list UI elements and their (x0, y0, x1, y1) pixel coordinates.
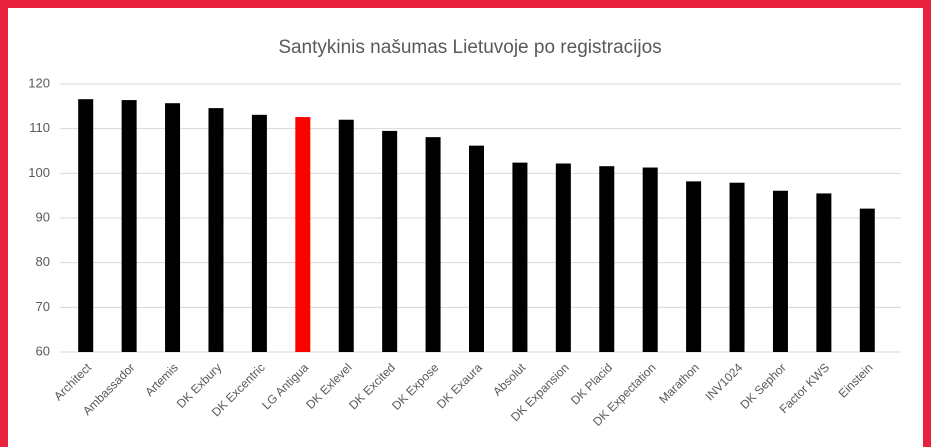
y-tick-label: 120 (28, 75, 50, 90)
bar (686, 181, 702, 352)
bar (859, 208, 875, 352)
y-tick-label: 80 (36, 254, 50, 269)
bar (251, 114, 267, 352)
chart-title: Santykinis našumas Lietuvoje po registra… (278, 37, 661, 58)
bar (555, 163, 571, 352)
bar (208, 108, 224, 353)
bar (772, 190, 788, 352)
bar (816, 193, 832, 352)
bar (78, 99, 94, 352)
bar (338, 119, 354, 352)
y-tick-label: 110 (29, 120, 50, 135)
bar (729, 182, 745, 352)
y-tick-label: 100 (28, 165, 50, 180)
bar (642, 167, 658, 352)
y-tick-label: 70 (36, 299, 50, 314)
y-tick-label: 60 (36, 343, 50, 358)
bar (165, 103, 181, 352)
bar (425, 137, 441, 352)
bar (121, 100, 137, 352)
bar (295, 117, 311, 352)
bar (512, 162, 528, 352)
y-tick-label: 90 (36, 209, 50, 224)
bar (382, 130, 398, 352)
bar (469, 145, 484, 352)
bar (599, 166, 615, 352)
chart-panel (8, 8, 923, 447)
